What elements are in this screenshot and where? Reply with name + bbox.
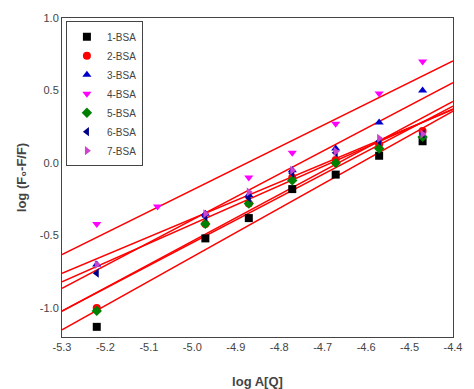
svg-text:log (F₀-F/F): log (F₀-F/F): [14, 143, 29, 212]
svg-text:0.5: 0.5: [44, 84, 59, 96]
svg-text:-4.7: -4.7: [313, 341, 332, 353]
svg-text:6-BSA: 6-BSA: [107, 127, 136, 138]
svg-text:-1.0: -1.0: [40, 302, 59, 314]
svg-text:-5.1: -5.1: [139, 341, 158, 353]
svg-text:1-BSA: 1-BSA: [107, 32, 136, 43]
svg-text:-4.8: -4.8: [270, 341, 289, 353]
svg-text:-4.4: -4.4: [444, 341, 463, 353]
svg-text:0.0: 0.0: [44, 157, 59, 169]
svg-text:3-BSA: 3-BSA: [107, 70, 136, 81]
svg-text:log A[Q]: log A[Q]: [232, 374, 283, 389]
svg-text:-5.2: -5.2: [96, 341, 115, 353]
svg-text:5-BSA: 5-BSA: [107, 108, 136, 119]
svg-text:2-BSA: 2-BSA: [107, 51, 136, 62]
svg-text:7-BSA: 7-BSA: [107, 146, 136, 157]
svg-text:-4.6: -4.6: [357, 341, 376, 353]
svg-text:-0.5: -0.5: [40, 229, 59, 241]
svg-text:-5.0: -5.0: [183, 341, 202, 353]
svg-text:-4.9: -4.9: [226, 341, 245, 353]
svg-text:-4.5: -4.5: [400, 341, 419, 353]
svg-text:4-BSA: 4-BSA: [107, 89, 136, 100]
svg-text:-5.3: -5.3: [53, 341, 72, 353]
svg-text:1.0: 1.0: [44, 12, 59, 24]
